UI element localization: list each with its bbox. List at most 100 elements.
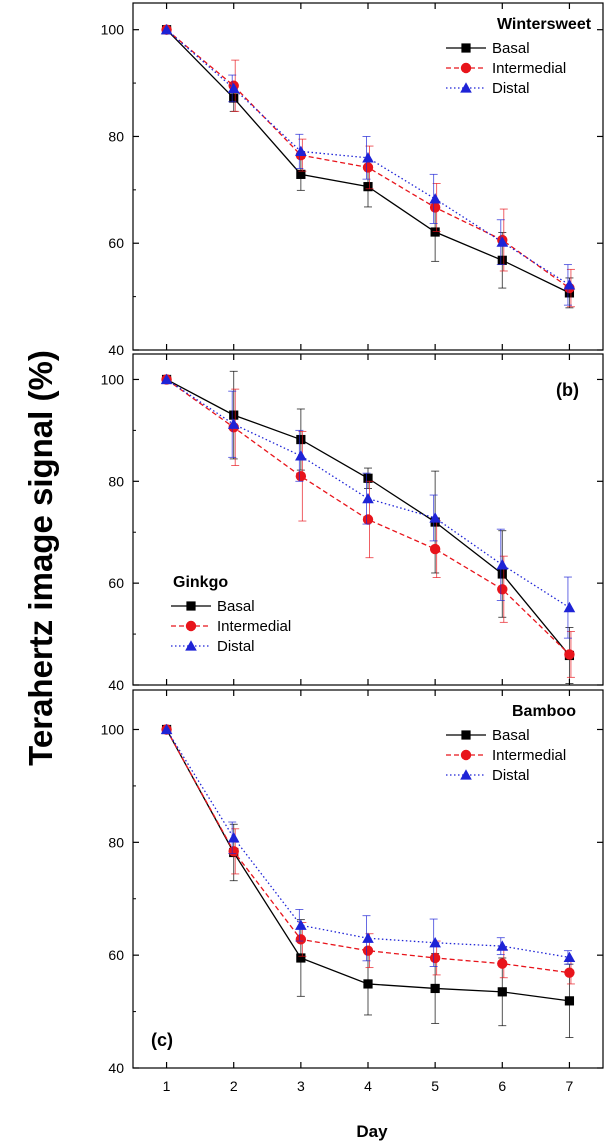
bamboo-x-tick-label: 6: [498, 1078, 506, 1094]
bamboo-basal-point: [564, 996, 575, 1006]
bamboo-panel-label: (c): [151, 1030, 173, 1050]
wintersweet-y-tick-label: 100: [101, 22, 125, 38]
ginkgo-distal-point: [429, 512, 441, 523]
wintersweet-y-tick-label: 80: [108, 128, 124, 144]
ginkgo-y-tick-label: 60: [108, 575, 124, 591]
wintersweet-distal-point: [362, 152, 374, 163]
wintersweet-legend: Wintersweet Basal Intermedial Distal: [446, 16, 592, 97]
bamboo-x-tick-label: 2: [230, 1078, 238, 1094]
ginkgo-basal-point: [229, 410, 239, 420]
bamboo-x-tick-label: 4: [364, 1078, 372, 1094]
ginkgo-basal-point: [497, 569, 507, 579]
ginkgo-intermedial-point: [497, 584, 508, 595]
panel-wintersweet: 40 60 80 100 Wintersweet Basal Intermedial Dist…: [101, 2, 604, 358]
wintersweet-legend-marker-distal: [460, 82, 472, 93]
bamboo-distal-point: [295, 919, 307, 930]
bamboo-x-tick-label: 7: [566, 1078, 574, 1094]
bamboo-basal-point: [296, 953, 306, 963]
bamboo-x-tick-label: 1: [163, 1078, 171, 1094]
ginkgo-y-tick-label: 40: [108, 677, 124, 693]
bamboo-distal-point: [160, 723, 173, 735]
ginkgo-legend-marker-intermedial: [185, 620, 197, 632]
wintersweet-distal-point: [496, 236, 509, 247]
x-axis-label: Day: [356, 1122, 388, 1141]
bamboo-legend-label-intermedial: Intermedial: [492, 747, 566, 764]
wintersweet-distal-point: [563, 279, 576, 290]
bamboo-legend-title: Bamboo: [512, 703, 576, 720]
wintersweet-y-tick-label: 60: [108, 235, 124, 251]
wintersweet-basal-point: [497, 255, 507, 265]
wintersweet-distal-point: [160, 23, 173, 35]
bamboo-y-tick-label: 40: [108, 1060, 124, 1076]
panel-ginkgo: 40 60 80 100 Ginkgo Basal Intermedial Distal (b): [101, 353, 604, 693]
ginkgo-legend-marker-distal: [185, 640, 197, 651]
wintersweet-basal-point: [363, 182, 373, 192]
ginkgo-distal-series: [160, 373, 576, 639]
bamboo-basal-point: [497, 987, 507, 997]
wintersweet-legend-marker-basal: [461, 43, 471, 53]
wintersweet-intermedial-point: [429, 202, 441, 213]
wintersweet-intermedial-point: [362, 162, 374, 173]
wintersweet-distal-point: [227, 82, 240, 94]
ginkgo-distal-point: [295, 450, 307, 461]
bamboo-basal-point: [430, 983, 440, 994]
bamboo-distal-point: [496, 940, 509, 951]
ginkgo-distal-point: [563, 601, 576, 613]
bamboo-legend: Bamboo Basal Intermedial Distal: [446, 703, 576, 784]
bamboo-intermedial-point: [228, 846, 239, 857]
wintersweet-basal-point: [296, 169, 306, 179]
ginkgo-intermedial-point: [295, 471, 307, 482]
wintersweet-legend-marker-intermedial: [460, 62, 472, 74]
ginkgo-distal-point: [227, 418, 240, 429]
ginkgo-legend-marker-basal: [186, 601, 196, 611]
bamboo-intermedial-point: [295, 934, 307, 945]
wintersweet-legend-label-intermedial: Intermedial: [492, 60, 566, 77]
bamboo-intermedial-point: [564, 967, 575, 978]
bamboo-distal-point: [227, 832, 240, 843]
bamboo-legend-label-distal: Distal: [492, 767, 530, 784]
wintersweet-basal-point: [430, 227, 440, 237]
bamboo-intermedial-point: [497, 958, 508, 969]
bamboo-intermedial-point: [429, 952, 441, 964]
bamboo-x-tick-label: 5: [431, 1078, 439, 1094]
ginkgo-y-tick-label: 100: [101, 371, 125, 387]
ginkgo-distal-point: [160, 373, 173, 385]
bamboo-y-tick-label: 60: [108, 947, 124, 963]
bamboo-legend-marker-distal: [460, 769, 472, 780]
bamboo-y-tick-label: 80: [108, 834, 124, 850]
ginkgo-distal-point: [362, 492, 374, 504]
wintersweet-legend-label-basal: Basal: [492, 40, 530, 57]
bamboo-distal-point: [563, 951, 576, 963]
ginkgo-intermedial-point: [564, 649, 575, 660]
bamboo-y-tick-label: 100: [101, 721, 125, 737]
wintersweet-legend-title: Wintersweet: [497, 16, 592, 33]
wintersweet-y-tick-label: 40: [108, 342, 124, 358]
bamboo-legend-marker-basal: [461, 730, 471, 740]
ginkgo-distal-point: [496, 559, 509, 570]
ginkgo-basal-point: [296, 434, 306, 445]
wintersweet-legend-label-distal: Distal: [492, 80, 530, 97]
bamboo-distal-point: [429, 936, 441, 948]
bamboo-basal-point: [363, 979, 373, 989]
ginkgo-legend-title: Ginkgo: [173, 574, 228, 591]
bamboo-legend-marker-intermedial: [460, 749, 472, 761]
ginkgo-y-tick-label: 80: [108, 473, 124, 489]
wintersweet-distal-series: [160, 23, 576, 306]
bamboo-legend-label-basal: Basal: [492, 727, 530, 744]
ginkgo-legend-label-distal: Distal: [217, 638, 255, 655]
bamboo-distal-series: [160, 723, 576, 967]
bamboo-distal-point: [362, 932, 374, 943]
wintersweet-distal-point: [295, 145, 307, 157]
ginkgo-panel-label: (b): [556, 380, 579, 400]
wintersweet-distal-point: [429, 193, 441, 204]
ginkgo-basal-point: [363, 473, 373, 483]
bamboo-x-tick-label: 3: [297, 1078, 305, 1094]
bamboo-intermedial-point: [362, 945, 374, 956]
ginkgo-legend-label-basal: Basal: [217, 598, 255, 615]
ginkgo-intermedial-point: [429, 543, 441, 555]
ginkgo-intermedial-point: [362, 514, 374, 525]
panel-bamboo: 40 60 80 100 1 2 3 4 5 6 7 Bamboo Basal Intermedial Di…: [101, 689, 604, 1094]
ginkgo-legend-label-intermedial: Intermedial: [217, 618, 291, 635]
